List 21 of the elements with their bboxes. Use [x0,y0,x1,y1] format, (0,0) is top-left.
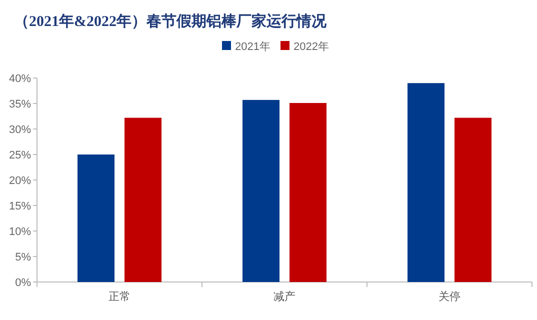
y-tick-label: 0% [15,277,32,289]
y-tick-label: 40% [8,73,32,85]
legend-label: 2021年 [235,41,270,53]
bar [124,118,162,282]
bar [290,102,326,282]
y-tick-label: 30% [8,124,32,136]
x-tick-label: 正常 [108,290,130,303]
legend-label: 2022年 [293,41,329,53]
bar [78,154,114,282]
bar [408,83,444,282]
y-tick-label: 5% [15,252,32,264]
y-tick-label: 20% [8,175,32,187]
y-tick-label: 35% [8,98,32,110]
y-tick-label: 25% [8,150,32,162]
y-tick-label: 15% [8,200,32,212]
x-tick-label: 减产 [274,290,296,303]
x-tick-label: 关停 [438,290,460,303]
title: （2021年&2022年）春节假期铝棒厂家运行情况 [14,14,326,30]
bar [242,100,280,282]
bar [454,118,492,282]
y-tick-label: 10% [8,226,32,238]
